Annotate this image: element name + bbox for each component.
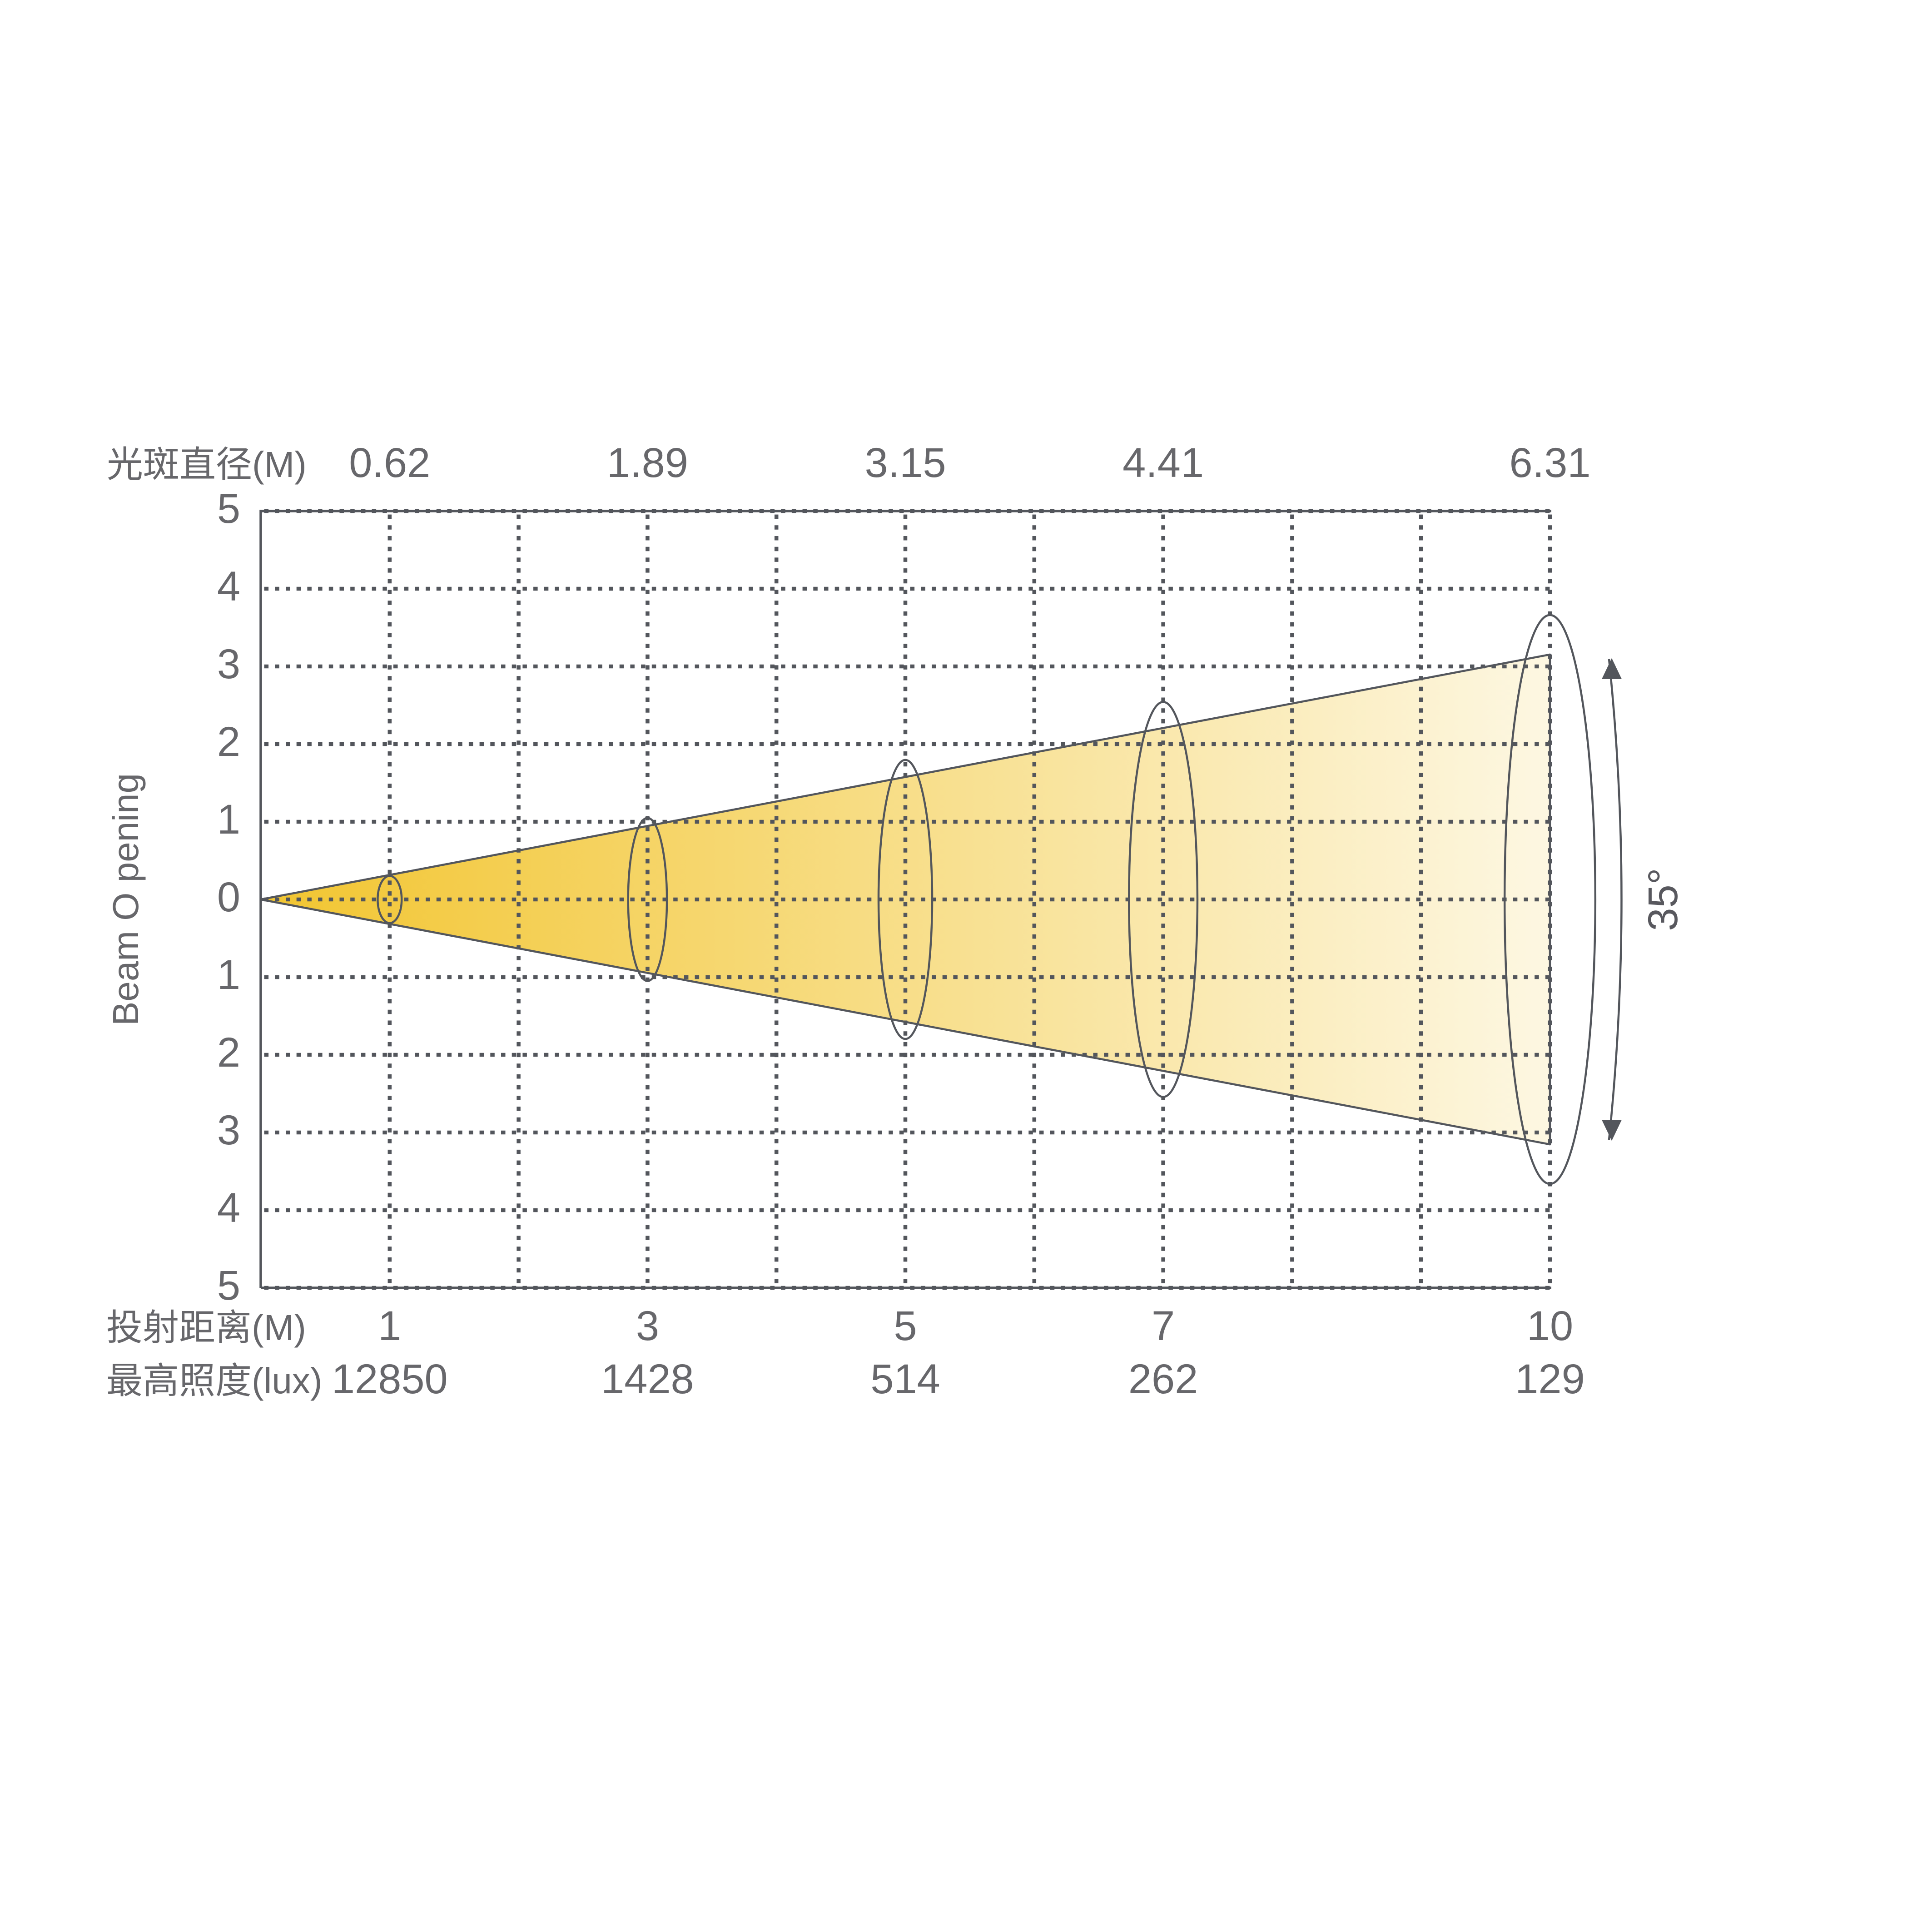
svg-text:1428: 1428 — [601, 1356, 694, 1402]
svg-text:5: 5 — [894, 1303, 917, 1349]
svg-text:1: 1 — [217, 952, 240, 998]
svg-text:1.89: 1.89 — [607, 440, 688, 486]
svg-text:514: 514 — [870, 1356, 940, 1402]
svg-text:最高照度(lux): 最高照度(lux) — [106, 1361, 323, 1401]
svg-text:3.15: 3.15 — [864, 440, 946, 486]
svg-text:6.31: 6.31 — [1509, 440, 1590, 486]
svg-text:0.62: 0.62 — [349, 440, 430, 486]
svg-text:4: 4 — [217, 563, 240, 610]
svg-text:7: 7 — [1152, 1303, 1175, 1349]
svg-text:35°: 35° — [1640, 868, 1686, 931]
svg-text:10: 10 — [1527, 1303, 1573, 1349]
svg-text:1: 1 — [378, 1303, 401, 1349]
svg-text:1: 1 — [217, 796, 240, 843]
svg-text:0: 0 — [217, 874, 240, 920]
svg-text:投射距离(M): 投射距离(M) — [106, 1307, 306, 1348]
svg-text:Beam O pening: Beam O pening — [105, 773, 146, 1026]
svg-text:129: 129 — [1515, 1356, 1585, 1402]
svg-text:光斑直径(M): 光斑直径(M) — [107, 444, 307, 485]
svg-text:5: 5 — [217, 486, 240, 532]
svg-text:2: 2 — [217, 1029, 240, 1076]
svg-text:3: 3 — [636, 1303, 659, 1349]
svg-text:4.41: 4.41 — [1122, 440, 1204, 486]
svg-text:3: 3 — [217, 641, 240, 687]
svg-text:5: 5 — [217, 1262, 240, 1309]
svg-text:2: 2 — [217, 719, 240, 765]
svg-text:3: 3 — [217, 1107, 240, 1153]
svg-text:12850: 12850 — [332, 1356, 448, 1402]
svg-text:262: 262 — [1128, 1356, 1198, 1402]
svg-text:4: 4 — [217, 1185, 240, 1231]
